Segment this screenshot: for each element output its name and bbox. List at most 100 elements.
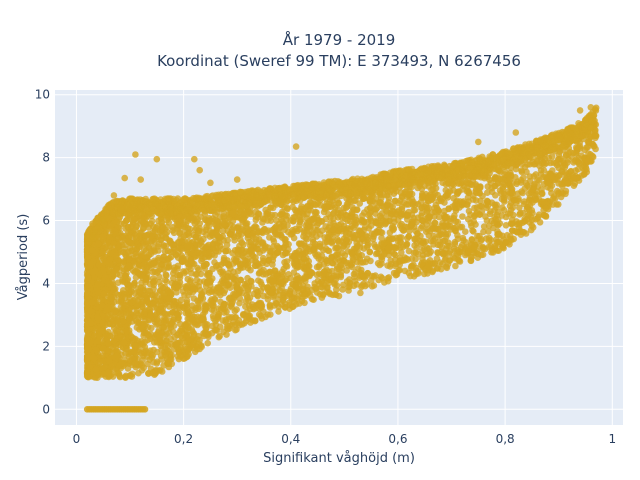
scatter-point xyxy=(153,269,161,277)
scatter-point xyxy=(320,246,327,254)
scatter-point xyxy=(438,243,446,251)
scatter-point xyxy=(280,223,288,230)
scatter-point xyxy=(276,275,284,283)
scatter-point xyxy=(335,200,343,207)
scatter-point xyxy=(410,218,417,225)
scatter-point xyxy=(517,176,525,184)
scatter-point xyxy=(325,247,333,255)
scatter-point xyxy=(327,214,334,221)
scatter-point xyxy=(361,209,368,216)
scatter-point xyxy=(173,339,180,347)
scatter-point xyxy=(457,224,464,231)
scatter-point xyxy=(372,219,379,226)
scatter-point xyxy=(187,278,194,286)
scatter-point xyxy=(412,227,419,235)
scatter-point xyxy=(146,312,154,320)
scatter-point xyxy=(426,250,433,257)
scatter-point xyxy=(518,168,526,176)
scatter-point xyxy=(275,308,282,315)
scatter-point xyxy=(361,282,369,290)
scatter-point xyxy=(457,180,464,187)
scatter-point xyxy=(398,203,406,211)
scatter-point xyxy=(212,317,219,325)
scatter-point xyxy=(542,213,550,220)
scatter-point xyxy=(269,289,277,297)
scatter-point xyxy=(259,239,267,246)
scatter-point xyxy=(313,263,321,271)
scatter-point xyxy=(313,233,320,240)
scatter-point xyxy=(294,263,302,271)
scatter-point xyxy=(359,235,367,243)
scatter-point xyxy=(174,311,182,319)
scatter-point xyxy=(485,222,493,230)
scatter-point xyxy=(175,225,182,232)
scatter-point xyxy=(296,213,303,221)
scatter-point xyxy=(125,262,133,269)
scatter-point xyxy=(167,248,174,256)
scatter-point xyxy=(452,218,460,225)
scatter-point xyxy=(269,261,276,268)
scatter-point xyxy=(199,255,206,263)
scatter-point xyxy=(456,198,464,205)
scatter-point xyxy=(125,248,132,256)
scatter-point xyxy=(493,239,501,246)
scatter-point xyxy=(325,279,333,287)
scatter-point xyxy=(538,189,546,197)
scatter-point xyxy=(103,306,110,313)
scatter-point xyxy=(293,276,300,283)
scatter-point xyxy=(535,213,542,221)
scatter-point xyxy=(348,233,356,241)
scatter-point xyxy=(403,242,410,249)
scatter-point xyxy=(416,237,424,245)
scatter-point xyxy=(381,250,388,258)
scatter-point xyxy=(162,242,170,250)
scatter-point xyxy=(406,190,414,198)
scatter-point xyxy=(355,227,363,234)
scatter-point xyxy=(444,191,452,199)
scatter-point xyxy=(270,238,278,245)
scatter-point xyxy=(182,221,190,228)
scatter-point xyxy=(446,257,454,264)
scatter-point xyxy=(510,211,517,219)
scatter-point xyxy=(179,258,186,265)
scatter-point xyxy=(94,240,102,248)
scatter-point xyxy=(408,255,416,262)
scatter-point xyxy=(215,234,223,241)
scatter-point xyxy=(378,274,386,282)
scatter-point xyxy=(549,195,557,202)
scatter-point xyxy=(112,327,120,335)
scatter-point xyxy=(254,288,261,296)
scatter-point xyxy=(565,150,572,157)
scatter-point xyxy=(252,258,259,265)
scatter-point xyxy=(165,295,173,303)
scatter-point xyxy=(94,281,101,289)
scatter-point xyxy=(498,212,506,219)
scatter-point xyxy=(417,224,425,232)
scatter-point xyxy=(428,225,436,233)
scatter-point xyxy=(119,318,127,325)
scatter-point xyxy=(340,235,348,242)
scatter-point xyxy=(562,187,570,195)
scatter-point xyxy=(424,213,432,221)
scatter-point xyxy=(316,280,323,288)
scatter-point xyxy=(419,192,426,199)
scatter-point xyxy=(120,339,128,347)
scatter-point xyxy=(260,257,267,265)
scatter-point xyxy=(359,259,367,266)
scatter-point xyxy=(100,255,108,263)
scatter-point xyxy=(175,284,182,291)
scatter-point xyxy=(454,235,462,243)
scatter-point xyxy=(150,301,157,308)
scatter-point xyxy=(216,332,223,340)
scatter-point xyxy=(542,204,550,212)
scatter-point xyxy=(220,213,227,220)
scatter-point xyxy=(220,256,228,264)
scatter-point xyxy=(165,303,173,310)
scatter-point xyxy=(240,241,247,248)
scatter-point xyxy=(145,306,152,313)
scatter-point xyxy=(196,297,204,305)
scatter-point xyxy=(337,220,345,228)
scatter-point xyxy=(425,263,433,271)
scatter-point xyxy=(163,229,171,236)
